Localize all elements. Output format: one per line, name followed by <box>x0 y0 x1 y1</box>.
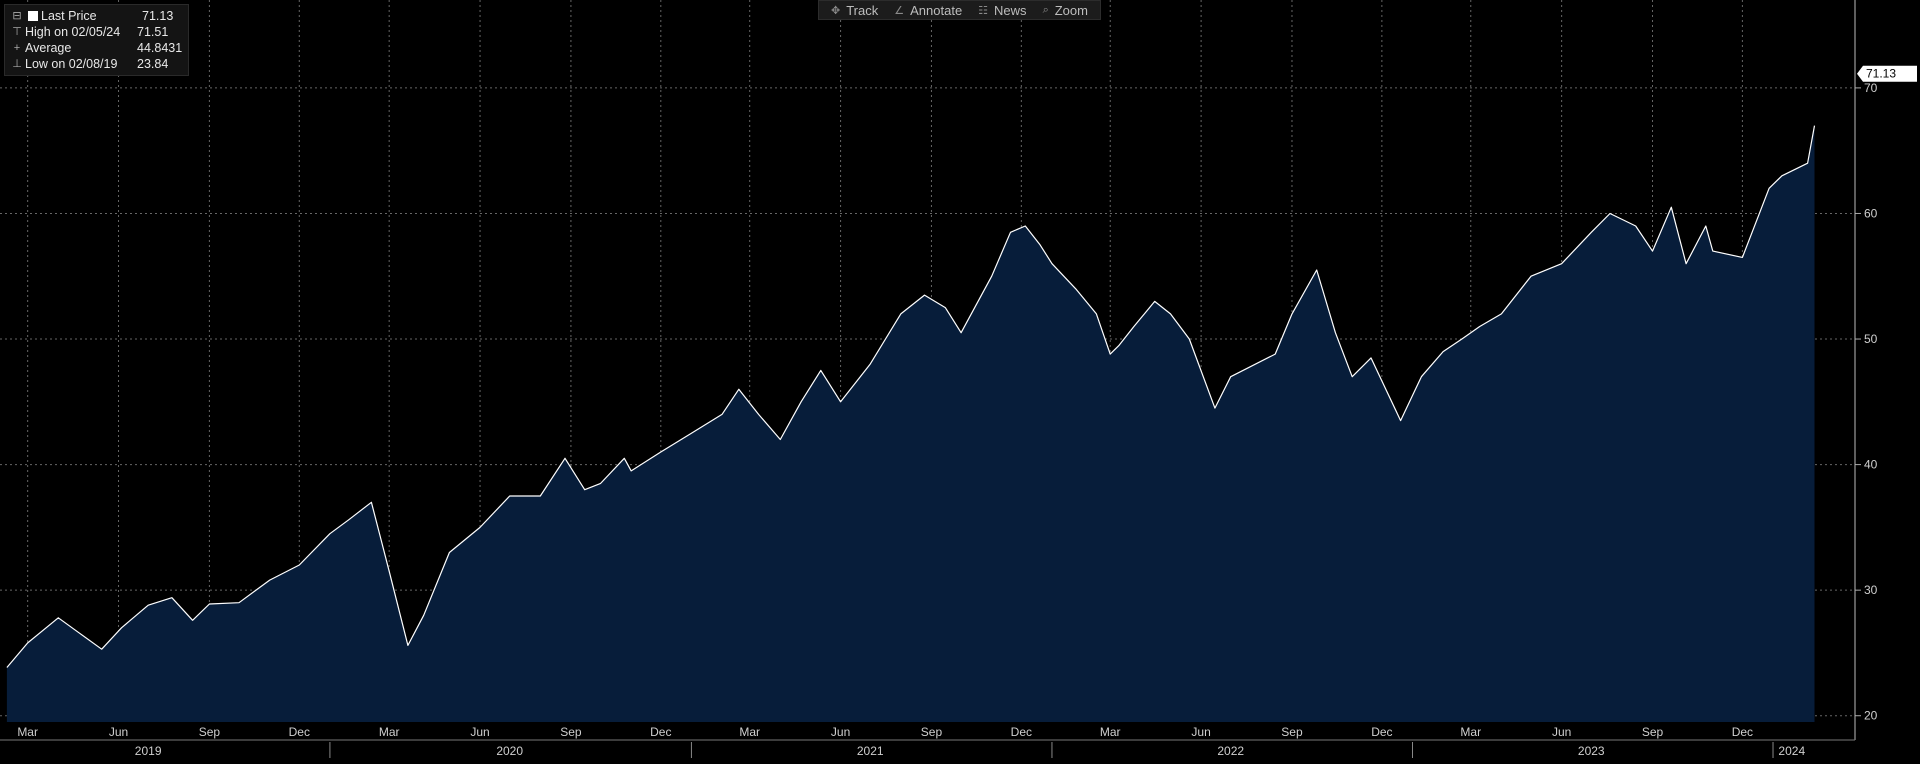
legend-average-label: Average <box>25 41 72 55</box>
x-month-label: Sep <box>560 725 582 739</box>
x-year-label: 2023 <box>1578 744 1605 758</box>
x-month-label: Mar <box>1100 725 1121 739</box>
track-label: Track <box>846 2 879 18</box>
legend-average-value: 44.8431 <box>137 41 183 55</box>
x-month-label: Sep <box>1281 725 1303 739</box>
x-year-label: 2020 <box>496 744 523 758</box>
zoom-label: Zoom <box>1054 2 1088 18</box>
news-button[interactable]: ☷ News <box>970 3 1034 18</box>
legend-low-value: 23.84 <box>137 57 169 71</box>
price-line[interactable] <box>6 125 1816 668</box>
x-month-label: Jun <box>1552 725 1571 739</box>
legend-panel: ⊟ Last Price 71.13 ⊤ High on 02/05/24 71.51 … <box>4 4 190 76</box>
news-label: News <box>994 2 1027 18</box>
legend-low-label: Low on 02/08/19 <box>25 57 118 71</box>
legend-row-average[interactable]: + Average 44.8431 <box>9 40 182 56</box>
last-value-tag <box>1857 65 1917 82</box>
news-icon: ☷ <box>978 4 989 17</box>
y-tick-label: 60 <box>1864 206 1878 220</box>
magnifier-icon: ⌕ <box>1042 3 1049 16</box>
low-marker-icon: ⊥ <box>12 58 22 70</box>
y-tick-label: 50 <box>1864 332 1878 346</box>
x-year-label: 2024 <box>1778 744 1805 758</box>
x-month-label: Mar <box>739 725 760 739</box>
average-marker-icon: + <box>13 42 21 54</box>
zoom-button[interactable]: ⌕ Zoom <box>1035 3 1096 18</box>
legend-last-price-value: 71.13 <box>142 9 174 23</box>
x-month-label: Jun <box>470 725 489 739</box>
x-year-label: 2022 <box>1217 744 1244 758</box>
high-marker-icon: ⊤ <box>12 26 22 38</box>
x-month-label: Dec <box>1011 725 1032 739</box>
x-month-label: Dec <box>650 725 671 739</box>
price-area-fill <box>6 125 1815 723</box>
y-tick-label: 40 <box>1864 458 1878 472</box>
x-month-label: Sep <box>921 725 943 739</box>
x-month-label: Jun <box>1191 725 1210 739</box>
x-year-label: 2021 <box>857 744 884 758</box>
track-button[interactable]: ✥ Track <box>823 3 886 18</box>
pencil-icon: ∠ <box>894 4 905 17</box>
legend-row-low[interactable]: ⊥ Low on 02/08/19 23.84 <box>9 56 182 72</box>
y-tick-label: 20 <box>1864 709 1878 723</box>
y-tick-label: 30 <box>1864 583 1878 597</box>
annotate-label: Annotate <box>910 2 963 18</box>
legend-row-high[interactable]: ⊤ High on 02/05/24 71.51 <box>9 24 182 40</box>
chart-toolbar: ✥ Track ∠ Annotate ☷ News ⌕ Zoom <box>818 0 1101 20</box>
x-month-label: Dec <box>1732 725 1753 739</box>
legend-last-price-label: Last Price <box>41 9 97 23</box>
x-month-label: Sep <box>199 725 221 739</box>
x-month-label: Dec <box>1371 725 1392 739</box>
last-value-label: 71.13 <box>1866 67 1896 81</box>
x-month-label: Jun <box>831 725 850 739</box>
legend-high-value: 71.51 <box>137 25 169 39</box>
x-month-label: Mar <box>379 725 400 739</box>
x-month-label: Mar <box>1460 725 1481 739</box>
legend-high-label: High on 02/05/24 <box>25 25 121 39</box>
x-month-label: Mar <box>17 725 38 739</box>
x-year-label: 2019 <box>135 744 162 758</box>
last-price-swatch <box>28 11 38 21</box>
x-month-label: Jun <box>109 725 128 739</box>
x-month-label: Dec <box>289 725 310 739</box>
annotate-button[interactable]: ∠ Annotate <box>886 3 970 18</box>
x-month-label: Sep <box>1642 725 1664 739</box>
y-tick-label: 70 <box>1864 81 1878 95</box>
crosshair-icon: ✥ <box>831 4 841 17</box>
legend-row-last-price[interactable]: ⊟ Last Price 71.13 <box>9 8 182 24</box>
expand-icon[interactable]: ⊟ <box>12 10 22 22</box>
